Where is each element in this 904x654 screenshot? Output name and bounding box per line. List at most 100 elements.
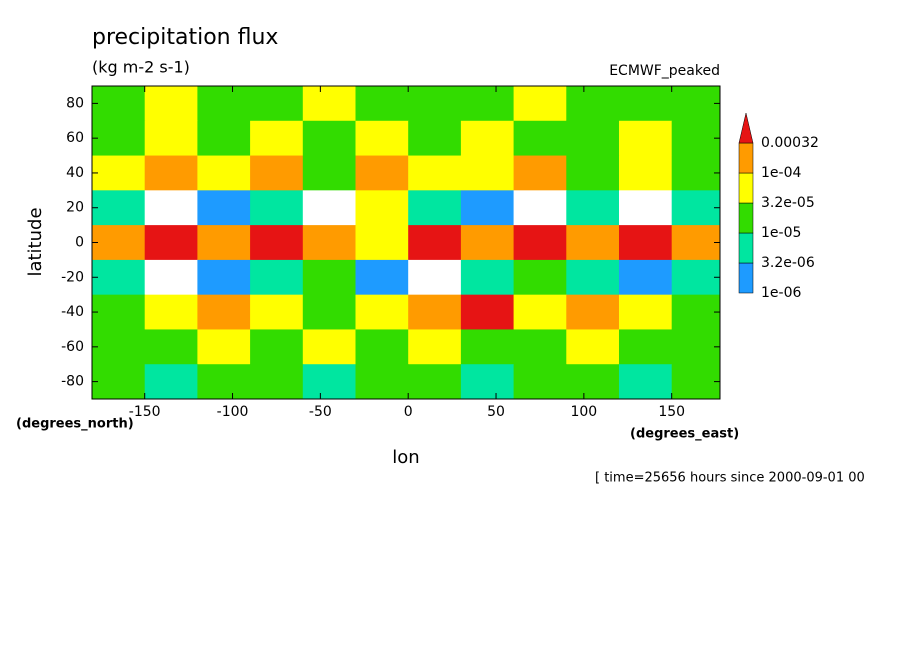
- colorbar-label: 3.2e-05: [761, 195, 815, 211]
- field-cell: [618, 190, 673, 226]
- field-cell: [250, 86, 304, 122]
- field-cell: [671, 120, 720, 157]
- y-tick-label: 60: [66, 130, 84, 146]
- field-cell: [513, 155, 567, 191]
- field-cell: [355, 86, 409, 122]
- field-cell: [197, 329, 251, 365]
- field-cell: [92, 364, 146, 399]
- field-cell: [460, 364, 515, 399]
- x-tick-label: 100: [570, 404, 597, 420]
- field-cell: [513, 225, 567, 261]
- x-tick-label: -50: [309, 404, 332, 420]
- x-tick-label: 0: [404, 404, 413, 420]
- field-cell: [671, 225, 720, 261]
- field-cell: [302, 86, 356, 122]
- field-cell: [197, 225, 251, 261]
- field-cell: [671, 190, 720, 226]
- field-cell: [250, 190, 304, 226]
- field-cell: [618, 225, 673, 261]
- field-cell: [197, 364, 251, 399]
- field-cell: [302, 364, 356, 399]
- field-cell: [566, 190, 620, 226]
- colorbar-label: 1e-04: [761, 165, 801, 181]
- colorbar-label: 3.2e-06: [761, 255, 815, 271]
- y-tick-label: -40: [61, 304, 84, 320]
- field-cell: [144, 225, 198, 261]
- chart-subtitle: (kg m-2 s-1): [92, 58, 190, 77]
- field-cell: [408, 364, 462, 399]
- field-cell: [408, 259, 462, 296]
- x-tick-label: 150: [658, 404, 685, 420]
- field-cell: [144, 329, 198, 365]
- time-annotation: [ time=25656 hours since 2000-09-01 00: [595, 471, 865, 486]
- x-units: (degrees_east): [630, 427, 739, 442]
- field-cell: [144, 294, 198, 330]
- field-cell: [302, 225, 356, 261]
- field-cell: [355, 225, 409, 261]
- field-cell: [513, 190, 567, 226]
- dataset-label: ECMWF_peaked: [609, 63, 720, 79]
- y-tick-label: -80: [61, 374, 84, 390]
- field-cell: [197, 155, 251, 191]
- field-cell: [355, 294, 409, 330]
- field-cell: [408, 120, 462, 157]
- field-cell: [671, 294, 720, 330]
- field-cell: [250, 259, 304, 296]
- colorbar-box: [738, 262, 754, 294]
- field-cell: [566, 259, 620, 296]
- field-cell: [566, 120, 620, 157]
- field-cell: [250, 294, 304, 330]
- x-tick-label: -150: [129, 404, 161, 420]
- field-cell: [671, 86, 720, 122]
- field-cell: [618, 364, 673, 399]
- field-cell: [513, 86, 567, 122]
- y-tick-label: 20: [66, 200, 84, 216]
- field-cell: [250, 329, 304, 365]
- field-cell: [618, 294, 673, 330]
- y-axis-label: latitude: [25, 207, 46, 276]
- field-cell: [671, 155, 720, 191]
- y-tick-label: -60: [61, 339, 84, 355]
- field-cell: [671, 329, 720, 365]
- field-cell: [460, 294, 515, 330]
- field-cell: [408, 294, 462, 330]
- field-cell: [618, 120, 673, 157]
- field-cell: [460, 120, 515, 157]
- field-cell: [355, 190, 409, 226]
- field-cell: [408, 329, 462, 365]
- colorbar-box: [738, 172, 754, 204]
- field-cell: [618, 86, 673, 122]
- y-tick-label: 0: [75, 235, 84, 251]
- field-cell: [144, 155, 198, 191]
- field-cell: [408, 225, 462, 261]
- field-cell: [250, 120, 304, 157]
- y-tick-label: -20: [61, 269, 84, 285]
- field-cell: [302, 259, 356, 296]
- field-cell: [671, 259, 720, 296]
- field-cell: [197, 294, 251, 330]
- field-cell: [302, 120, 356, 157]
- field-cell: [460, 86, 515, 122]
- field-cell: [671, 364, 720, 399]
- field-cell: [460, 329, 515, 365]
- field-cell: [92, 329, 146, 365]
- field-cell: [566, 364, 620, 399]
- field-cell: [92, 190, 146, 226]
- field-cell: [460, 155, 515, 191]
- field-cell: [355, 259, 409, 296]
- field-cell: [355, 120, 409, 157]
- field-cell: [92, 225, 146, 261]
- field-cell: [618, 259, 673, 296]
- field-cell: [302, 329, 356, 365]
- field-cell: [566, 294, 620, 330]
- colorbar-label: 1e-06: [761, 285, 801, 301]
- field-cell: [513, 294, 567, 330]
- field-cell: [618, 329, 673, 365]
- field-cell: [250, 225, 304, 261]
- colorbar-over: [738, 112, 754, 144]
- field-cell: [618, 155, 673, 191]
- colorbar-box: [738, 202, 754, 234]
- field-cell: [144, 190, 198, 226]
- field-cell: [513, 329, 567, 365]
